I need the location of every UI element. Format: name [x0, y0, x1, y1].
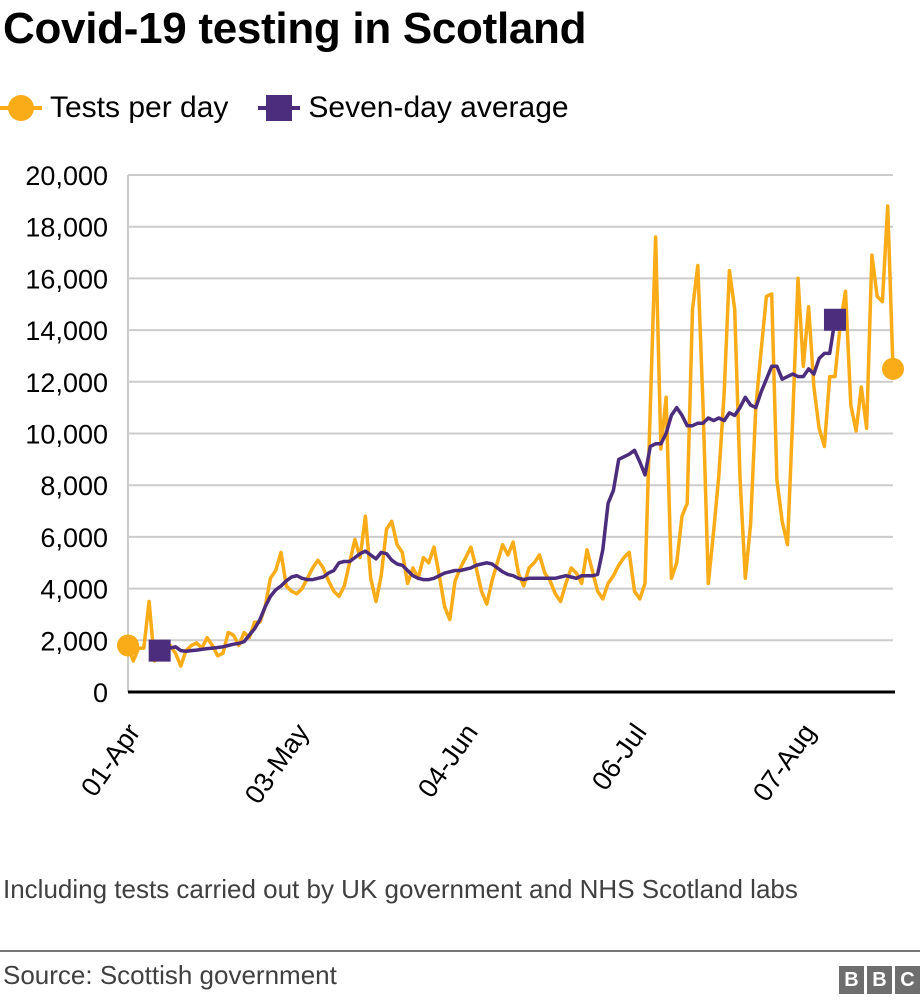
bbc-logo-letter: B	[839, 966, 864, 994]
x-tick-label: 01-Apr	[75, 718, 146, 802]
bbc-logo: B B C	[836, 966, 920, 994]
chart-title: Covid-19 testing in Scotland	[3, 4, 587, 53]
tests-end-marker	[882, 357, 904, 380]
x-tick-label: 06-Jul	[586, 718, 653, 795]
legend-item-tests-per-day: Tests per day	[0, 91, 228, 125]
y-tick-label: 10,000	[25, 420, 108, 450]
average-start-marker	[148, 639, 171, 662]
tests-per-day-line	[126, 204, 895, 668]
legend: Tests per day Seven-day average	[0, 88, 599, 128]
y-tick-label: 4,000	[40, 575, 108, 605]
seven-day-average-line	[159, 319, 837, 653]
legend-item-seven-day-average: Seven-day average	[258, 91, 569, 125]
x-tick-label: 07-Aug	[747, 718, 822, 807]
y-tick-label: 8,000	[40, 471, 108, 501]
y-tick-label: 2,000	[40, 626, 108, 656]
line-chart: 0 2,000 4,000 6,000 8,000 10,000 12,000 14,000 1…	[25, 161, 904, 809]
bbc-logo-letter: B	[867, 966, 892, 994]
square-marker-icon	[258, 93, 301, 123]
x-tick-label: 03-May	[239, 718, 316, 809]
legend-label: Seven-day average	[308, 91, 569, 124]
y-tick-label: 18,000	[25, 213, 108, 243]
circle-marker-icon	[0, 93, 42, 123]
y-tick-label: 16,000	[25, 264, 108, 294]
chart-note: Including tests carried out by UK govern…	[3, 874, 798, 904]
y-tick-label: 14,000	[25, 316, 108, 346]
bbc-logo-letter: C	[895, 966, 920, 994]
y-tick-label: 20,000	[25, 161, 108, 191]
y-tick-label: 0	[93, 678, 108, 708]
footer-divider	[0, 950, 920, 952]
source-text: Source: Scottish government	[3, 960, 337, 990]
x-tick-label: 04-Jun	[412, 718, 484, 803]
average-end-marker	[823, 308, 846, 331]
y-tick-label: 6,000	[40, 523, 108, 553]
legend-label: Tests per day	[50, 91, 229, 124]
tests-start-marker	[117, 634, 139, 657]
y-tick-label: 12,000	[25, 368, 108, 398]
